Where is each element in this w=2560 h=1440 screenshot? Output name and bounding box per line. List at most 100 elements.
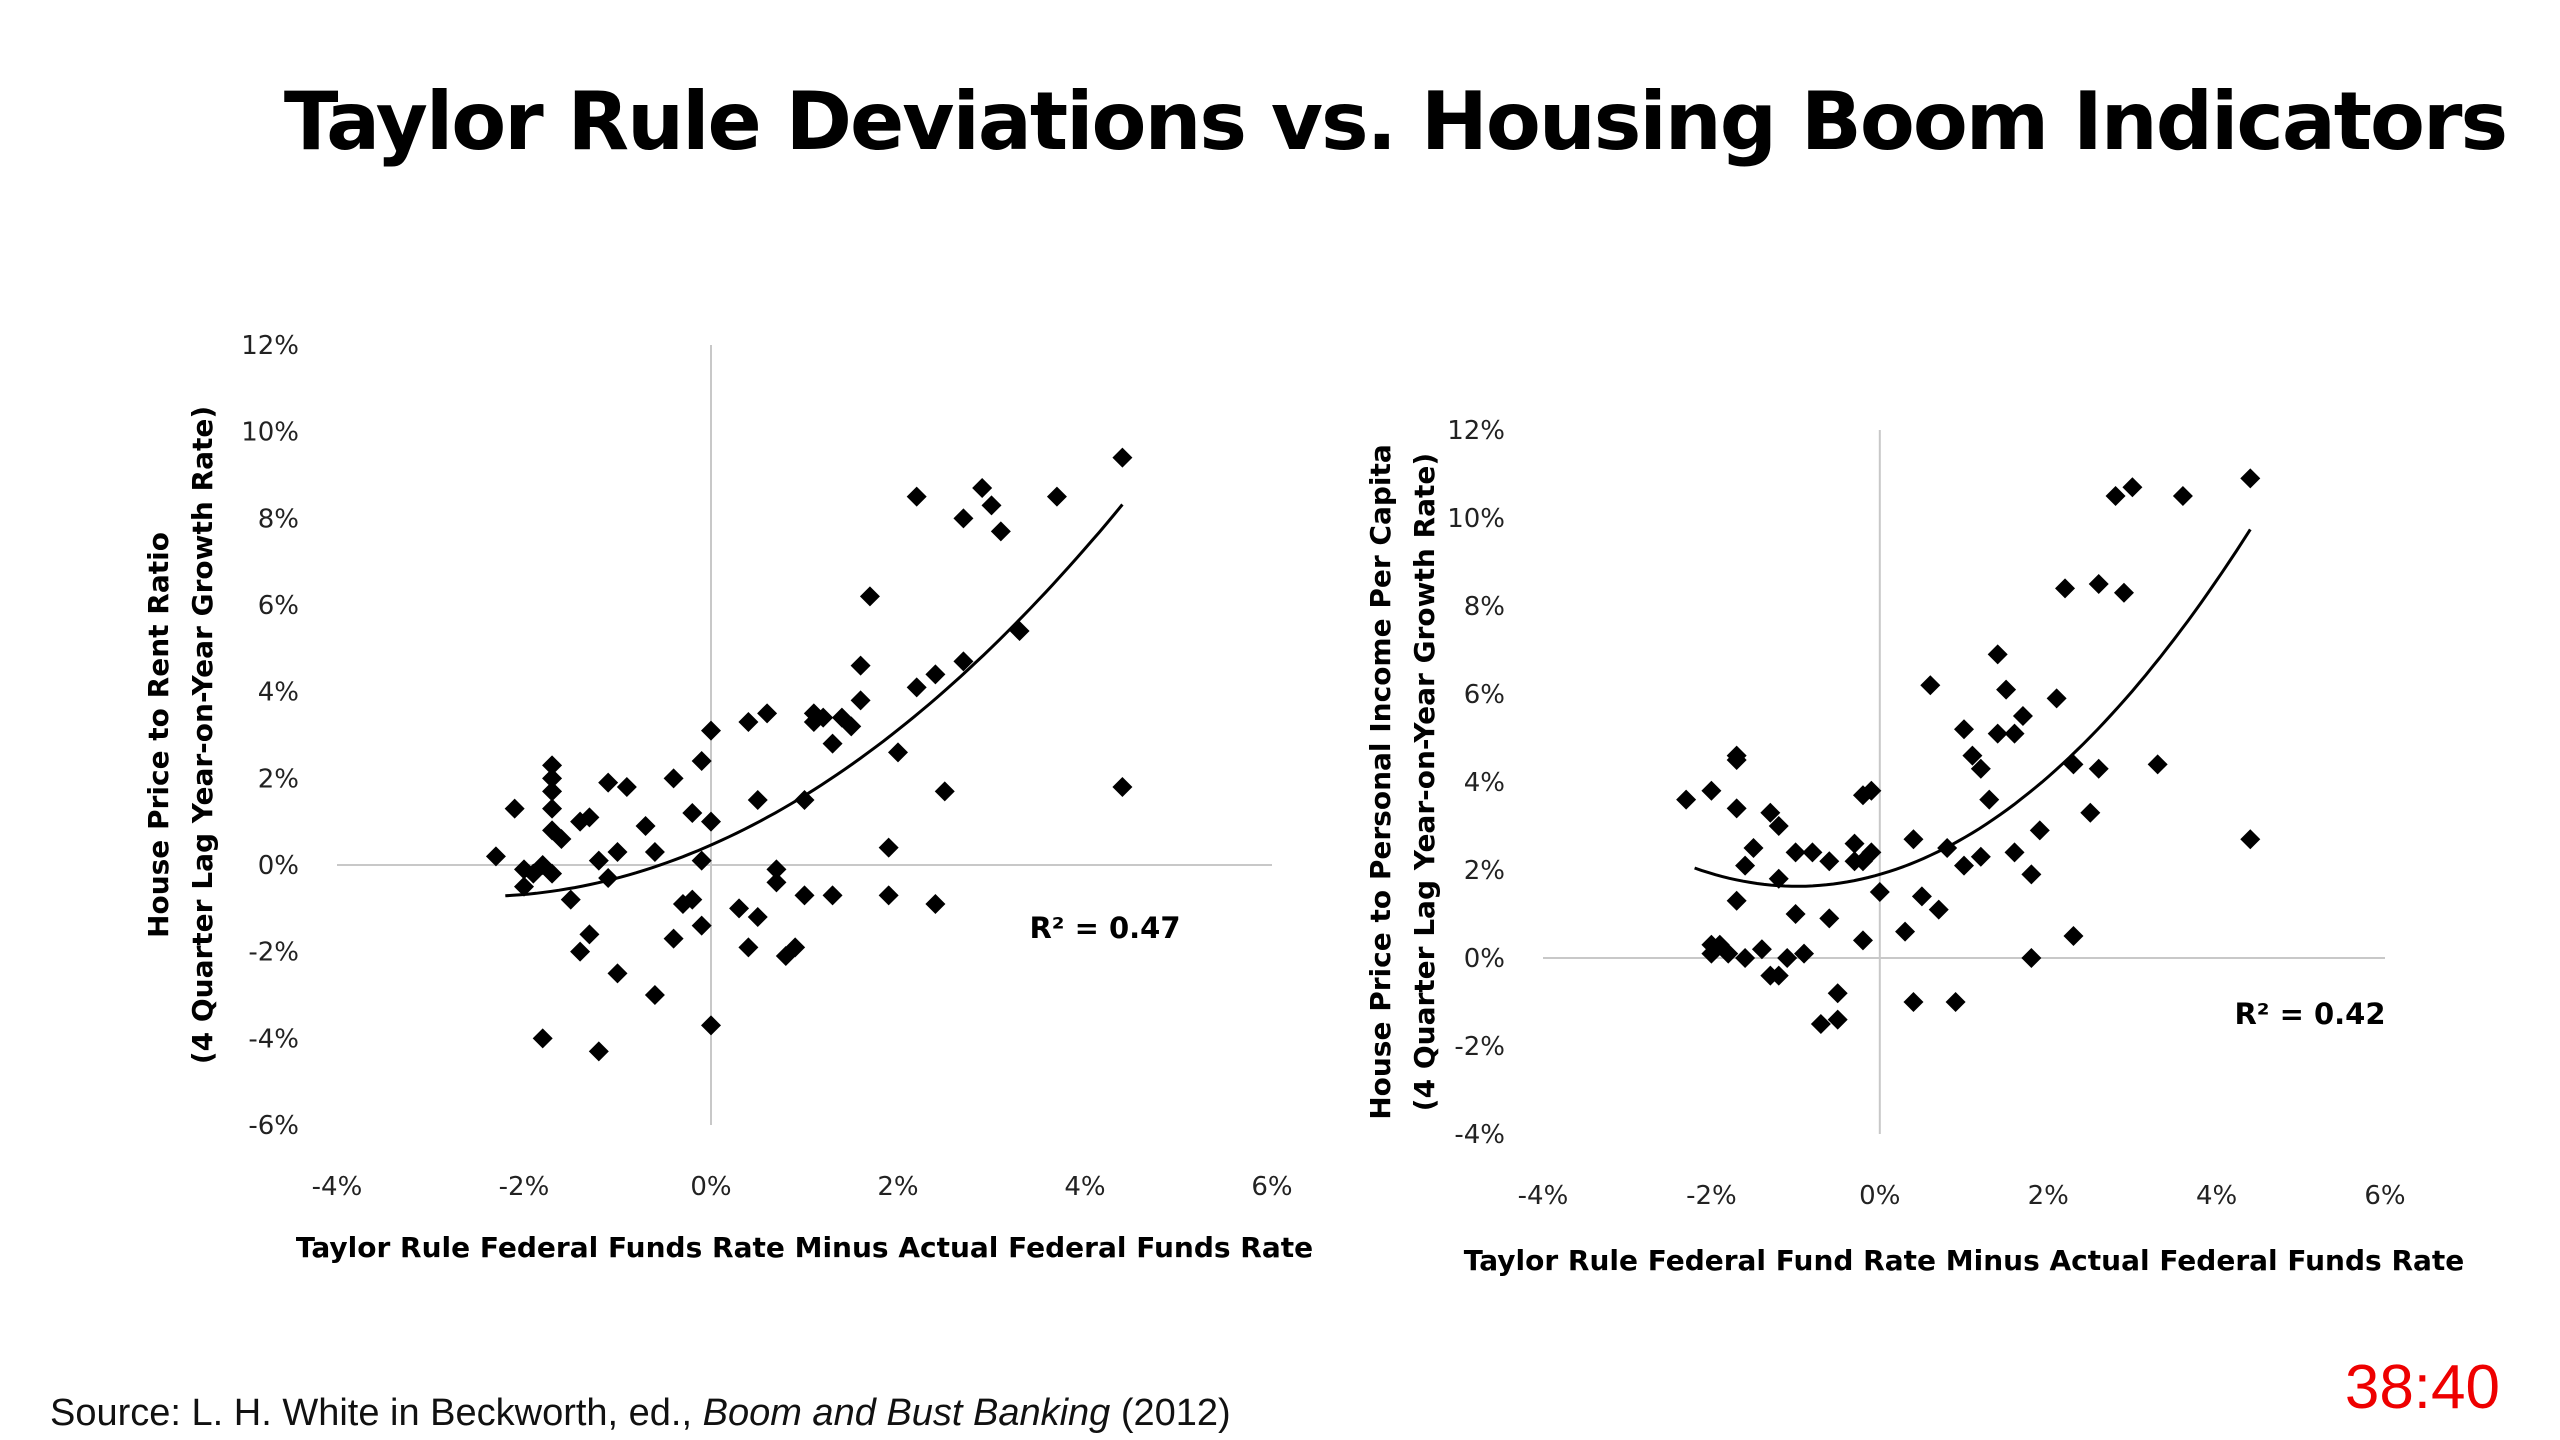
x-axis-label: Taylor Rule Federal Funds Rate Minus Act… bbox=[296, 1231, 1313, 1264]
data-point bbox=[794, 790, 815, 810]
y-tick-label: -2% bbox=[1454, 1032, 1505, 1062]
data-point bbox=[2080, 802, 2101, 823]
data-point bbox=[981, 495, 1002, 516]
data-point bbox=[504, 798, 525, 819]
scatter-chart-2: -4% -2% 0% 2% 4% 6% -4% -2% 0% 2% 4% 6% 8% 10% 12% R² =… bbox=[1364, 416, 2464, 1277]
data-point bbox=[663, 928, 684, 949]
y-axis-label-line-1: House Price to Rent Ratio bbox=[142, 532, 175, 938]
data-point bbox=[691, 915, 712, 936]
data-point bbox=[925, 894, 946, 914]
data-point bbox=[953, 651, 974, 672]
data-point bbox=[1928, 899, 1949, 920]
data-point bbox=[485, 846, 506, 867]
data-point bbox=[906, 486, 927, 507]
data-point bbox=[542, 755, 563, 776]
data-point bbox=[2105, 486, 2126, 506]
data-point bbox=[990, 521, 1011, 542]
y-tick-label: 8% bbox=[1464, 592, 1505, 622]
data-point bbox=[607, 842, 628, 862]
data-point bbox=[785, 937, 806, 958]
data-point bbox=[1987, 723, 2008, 744]
data-point bbox=[514, 876, 534, 897]
data-point bbox=[1726, 745, 1747, 766]
data-point bbox=[878, 837, 899, 858]
x-tick-label: 6% bbox=[1251, 1172, 1292, 1202]
data-point bbox=[766, 872, 787, 893]
data-point bbox=[794, 885, 815, 906]
data-point bbox=[2172, 486, 2193, 506]
data-point bbox=[859, 586, 880, 607]
data-point bbox=[1785, 904, 1806, 924]
x-tick-label: 0% bbox=[1859, 1181, 1900, 1211]
data-point bbox=[635, 816, 656, 836]
data-point bbox=[1844, 833, 1865, 854]
data-point bbox=[644, 842, 665, 862]
data-point bbox=[1777, 948, 1798, 968]
data-point bbox=[1945, 992, 1966, 1012]
data-point bbox=[1726, 798, 1747, 819]
data-point bbox=[1676, 789, 1697, 810]
data-point bbox=[1861, 842, 1882, 863]
data-point bbox=[2088, 758, 2109, 779]
data-point bbox=[1701, 780, 1722, 801]
data-point bbox=[1954, 855, 1974, 876]
data-point bbox=[682, 889, 703, 910]
data-point bbox=[551, 829, 572, 849]
x-tick-label: 2% bbox=[2028, 1181, 2069, 1211]
data-point bbox=[682, 803, 703, 823]
data-point bbox=[1920, 675, 1941, 696]
data-point bbox=[1112, 777, 1133, 797]
data-point bbox=[542, 798, 563, 819]
data-point bbox=[1768, 816, 1789, 836]
data-point bbox=[691, 850, 712, 871]
data-point bbox=[822, 885, 843, 906]
y-tick-label: 8% bbox=[258, 504, 299, 534]
y-tick-label: 12% bbox=[241, 331, 299, 361]
data-point bbox=[934, 781, 955, 802]
data-point bbox=[813, 707, 834, 728]
data-point bbox=[1827, 1009, 1848, 1030]
y-axis-label-line-1: House Price to Personal Income Per Capit… bbox=[1364, 444, 1397, 1120]
x-tick-label: 4% bbox=[2196, 1181, 2237, 1211]
data-point bbox=[766, 859, 787, 880]
data-point bbox=[579, 924, 600, 945]
data-point bbox=[747, 907, 768, 927]
data-point bbox=[1911, 886, 1932, 907]
timer: 38:40 bbox=[2344, 1353, 2500, 1422]
data-point bbox=[1895, 921, 1916, 942]
data-point bbox=[701, 811, 721, 832]
slide-title: Taylor Rule Deviations vs. Housing Boom … bbox=[283, 75, 2508, 168]
data-point bbox=[1785, 842, 1806, 863]
data-point bbox=[1954, 719, 1974, 740]
data-point bbox=[616, 777, 637, 797]
data-point bbox=[757, 703, 778, 724]
data-point bbox=[1009, 621, 1030, 641]
y-tick-label: 4% bbox=[1464, 768, 1505, 798]
data-point bbox=[1718, 943, 1739, 964]
data-point bbox=[1819, 908, 1840, 929]
y-axis-label-line-2: (4 Quarter Lag Year-on-Year Growth Rate) bbox=[1408, 453, 1441, 1111]
x-tick-label: 2% bbox=[877, 1172, 918, 1202]
data-point bbox=[888, 742, 908, 763]
data-point bbox=[1869, 882, 1890, 902]
data-point bbox=[1970, 846, 1991, 867]
data-point bbox=[1852, 930, 1873, 951]
data-point bbox=[822, 733, 843, 754]
data-point bbox=[663, 768, 684, 789]
data-point bbox=[2063, 754, 2084, 775]
data-point bbox=[560, 889, 581, 910]
data-point bbox=[1735, 855, 1756, 876]
data-point bbox=[2122, 477, 2143, 498]
x-tick-label: 4% bbox=[1064, 1172, 1105, 1202]
data-point bbox=[588, 850, 609, 871]
data-point bbox=[2055, 578, 2076, 599]
data-point bbox=[1726, 890, 1747, 911]
y-tick-label: 6% bbox=[1464, 680, 1505, 710]
data-point bbox=[729, 898, 750, 919]
source-citation: Source: L. H. White in Beckworth, ed., B… bbox=[50, 1392, 1231, 1435]
data-point bbox=[953, 508, 974, 529]
r-squared-label: R² = 0.47 bbox=[1029, 911, 1180, 945]
x-axis-label: Taylor Rule Federal Fund Rate Minus Actu… bbox=[1464, 1244, 2465, 1277]
x-tick-label: -2% bbox=[1686, 1181, 1737, 1211]
